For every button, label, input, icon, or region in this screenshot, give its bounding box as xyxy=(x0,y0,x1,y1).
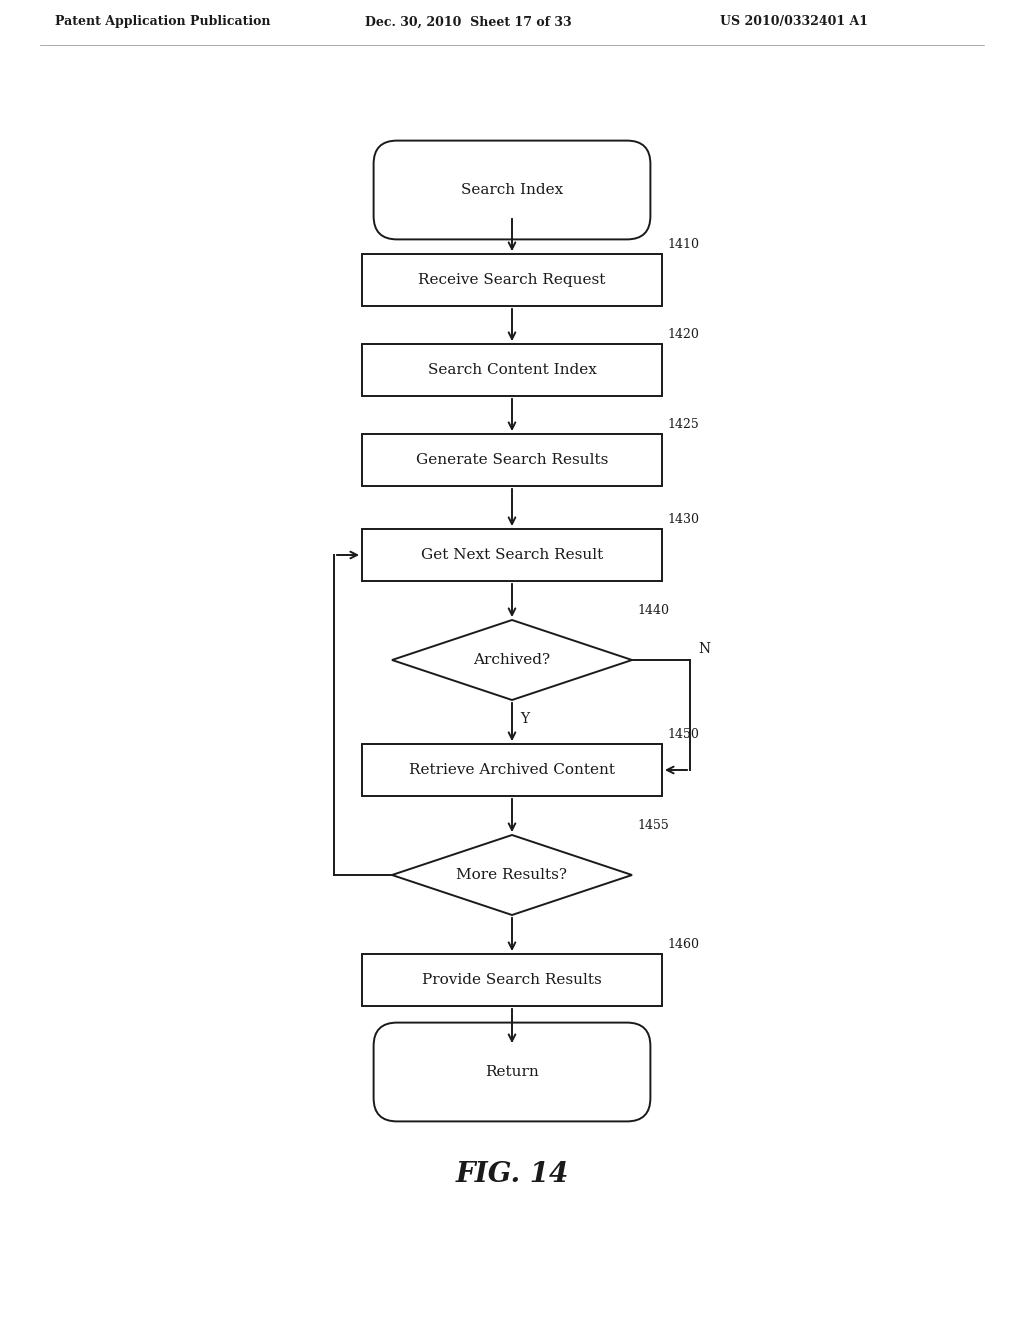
Text: 1430: 1430 xyxy=(667,513,699,525)
Text: 1455: 1455 xyxy=(637,818,669,832)
Text: FIG. 14: FIG. 14 xyxy=(456,1162,568,1188)
FancyBboxPatch shape xyxy=(374,141,650,239)
Text: Dec. 30, 2010  Sheet 17 of 33: Dec. 30, 2010 Sheet 17 of 33 xyxy=(365,16,571,29)
Bar xyxy=(362,529,662,581)
Bar xyxy=(362,253,662,306)
Text: 1440: 1440 xyxy=(637,605,669,616)
Text: Retrieve Archived Content: Retrieve Archived Content xyxy=(409,763,615,777)
Text: Get Next Search Result: Get Next Search Result xyxy=(421,548,603,562)
Bar xyxy=(362,345,662,396)
Text: Provide Search Results: Provide Search Results xyxy=(422,973,602,987)
Bar xyxy=(362,954,662,1006)
Text: N: N xyxy=(698,642,710,656)
Polygon shape xyxy=(392,620,632,700)
Text: Generate Search Results: Generate Search Results xyxy=(416,453,608,467)
Text: Patent Application Publication: Patent Application Publication xyxy=(55,16,270,29)
Text: Search Index: Search Index xyxy=(461,183,563,197)
Text: US 2010/0332401 A1: US 2010/0332401 A1 xyxy=(720,16,868,29)
Text: 1450: 1450 xyxy=(667,729,698,741)
Text: Y: Y xyxy=(520,711,529,726)
Text: 1460: 1460 xyxy=(667,939,699,950)
Text: 1420: 1420 xyxy=(667,327,698,341)
Polygon shape xyxy=(392,836,632,915)
Text: Receive Search Request: Receive Search Request xyxy=(419,273,605,286)
Text: 1425: 1425 xyxy=(667,418,698,432)
Text: Return: Return xyxy=(485,1065,539,1078)
Text: More Results?: More Results? xyxy=(457,869,567,882)
Text: Archived?: Archived? xyxy=(473,653,551,667)
Text: 1410: 1410 xyxy=(667,238,699,251)
Bar xyxy=(362,434,662,486)
Bar xyxy=(362,744,662,796)
FancyBboxPatch shape xyxy=(374,1023,650,1122)
Text: Search Content Index: Search Content Index xyxy=(428,363,596,378)
